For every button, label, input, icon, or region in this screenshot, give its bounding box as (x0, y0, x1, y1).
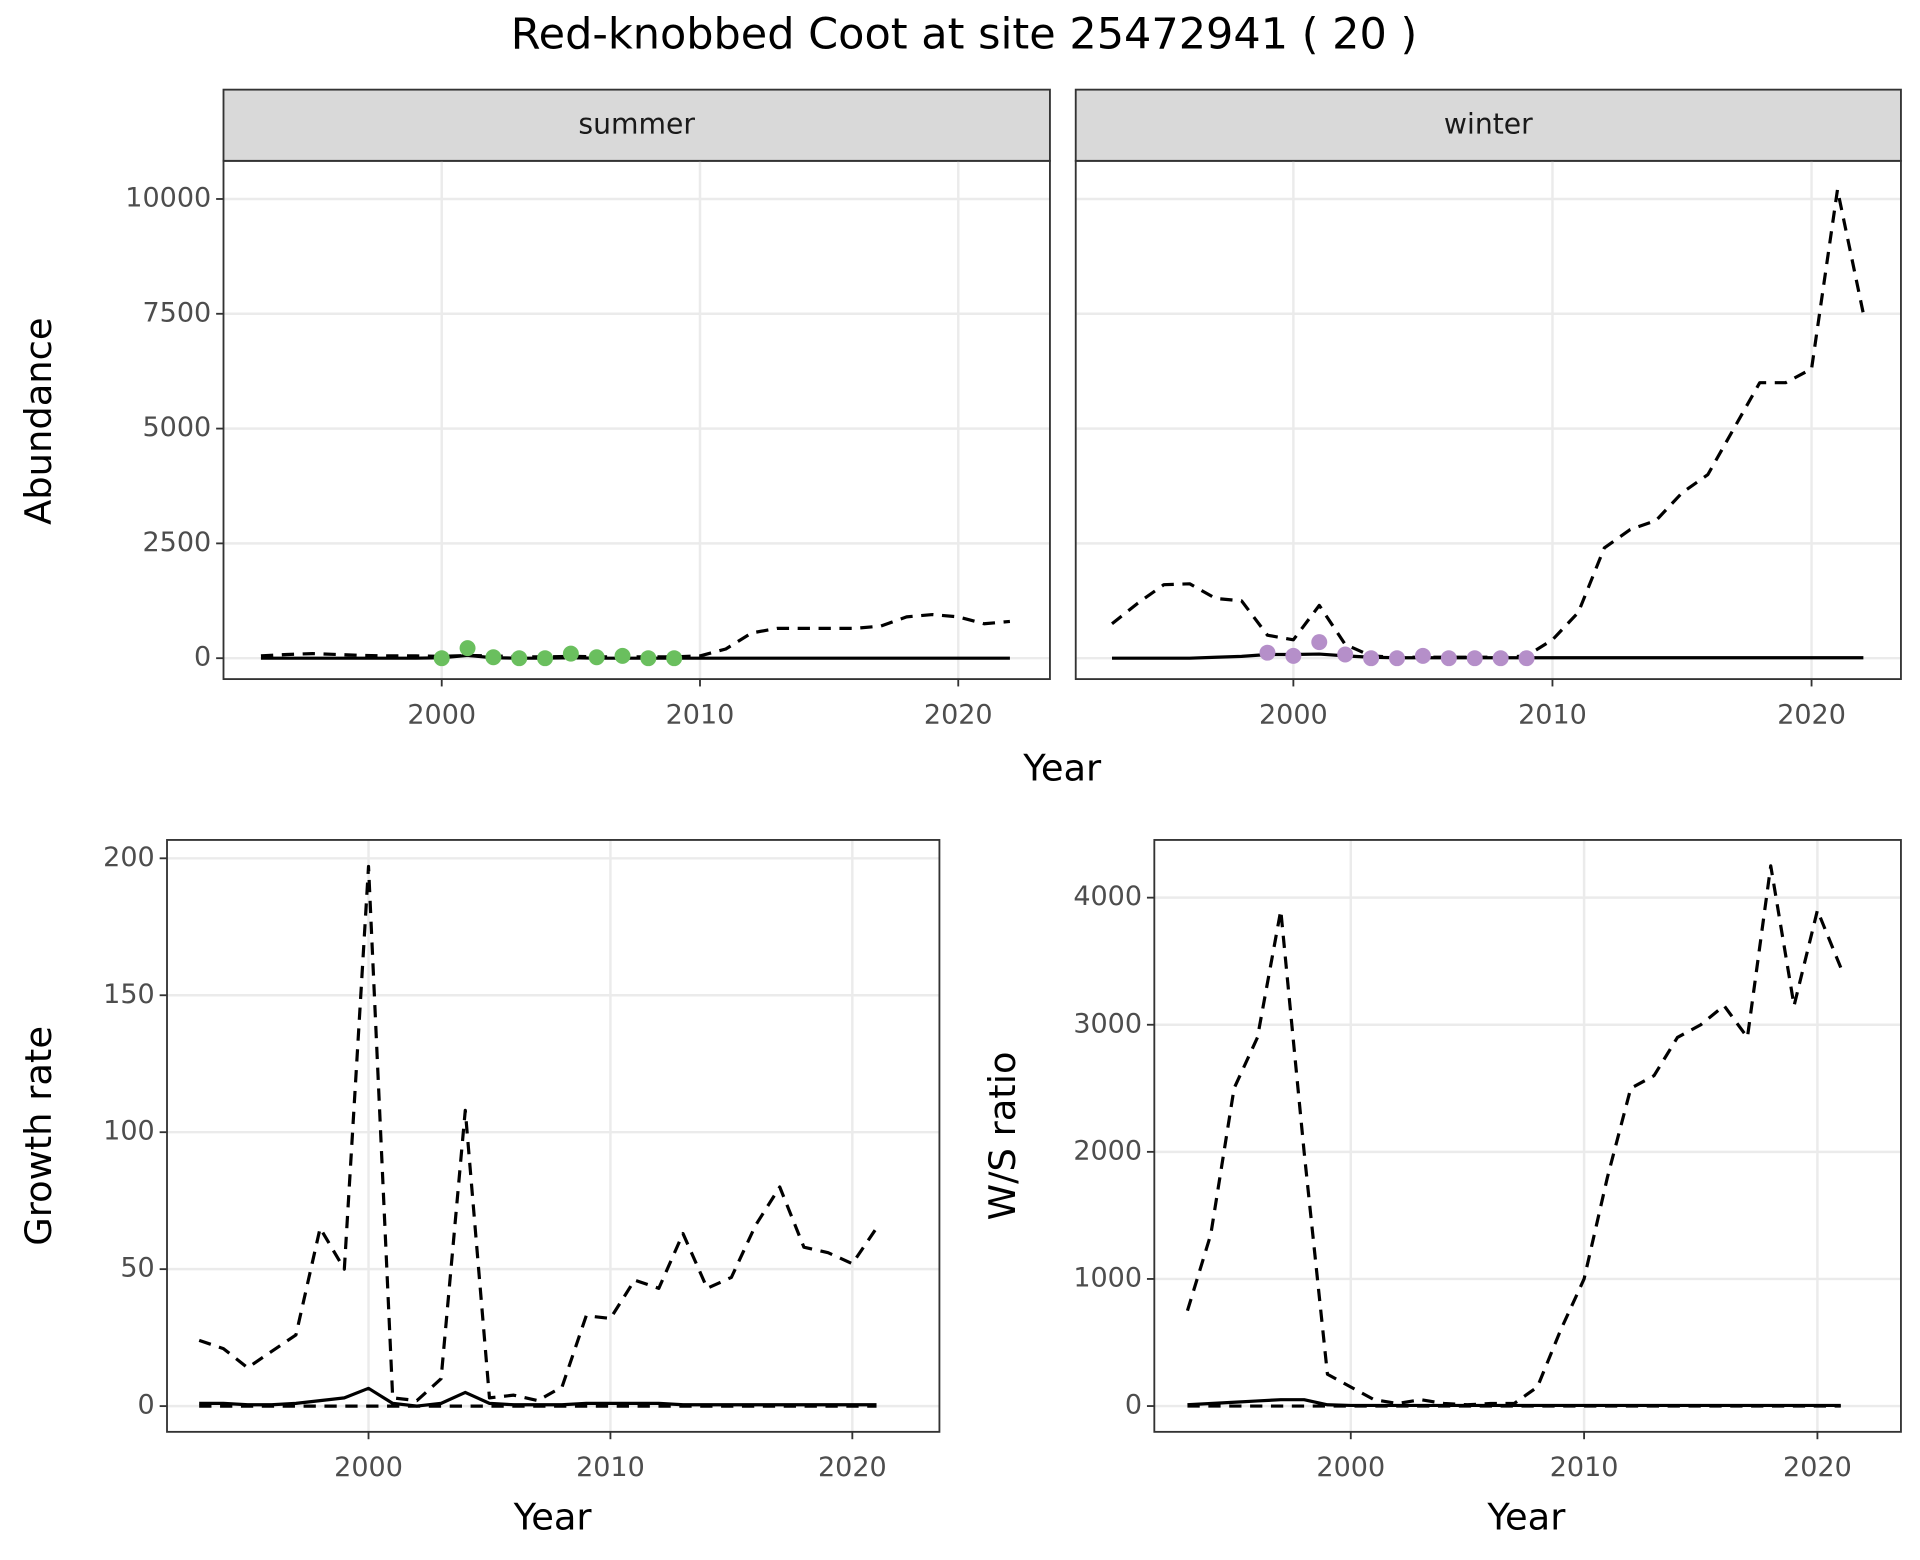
data-point (1389, 650, 1405, 667)
data-point (1311, 634, 1328, 651)
y-tick-label: 100 (103, 1116, 155, 1147)
x-axis-title: Year (1486, 1496, 1566, 1539)
data-point (459, 640, 476, 657)
data-line (198, 864, 878, 1403)
y-tick-label: 1000 (1073, 1262, 1142, 1293)
data-point (666, 650, 683, 667)
figure-title: Red-knobbed Coot at site 25472941 ( 20 ) (511, 9, 1418, 59)
data-point (511, 650, 528, 667)
x-tick-label: 2010 (576, 1452, 645, 1483)
y-axis-title: W/S ratio (981, 1051, 1024, 1220)
data-point (1285, 647, 1302, 664)
y-tick-label: 50 (120, 1253, 154, 1284)
x-axis-title: Year (1022, 746, 1102, 789)
y-tick-label: 7500 (142, 297, 211, 328)
x-tick-label: 2010 (1550, 1452, 1619, 1483)
data-line (199, 1386, 877, 1408)
data-point (1363, 650, 1380, 667)
data-line (260, 612, 1011, 659)
data-line (1185, 864, 1843, 1407)
data-point (588, 649, 605, 666)
x-tick-label: 2010 (666, 699, 735, 730)
x-tick-label: 2020 (818, 1452, 887, 1483)
data-point (1492, 650, 1509, 667)
figure-body: Red-knobbed Coot at site 25472941 ( 20 )… (17, 9, 1902, 1539)
data-line (1112, 652, 1864, 660)
plot-background (167, 839, 940, 1432)
data-point (614, 647, 631, 664)
x-tick-label: 2000 (1316, 1452, 1385, 1483)
facet-label: summer (578, 107, 695, 140)
data-line (260, 653, 1010, 660)
data-point (1518, 650, 1535, 667)
y-tick-label: 0 (194, 642, 211, 673)
data-point (1414, 647, 1431, 664)
plot-border (1153, 839, 1902, 1433)
y-tick-label: 150 (103, 979, 155, 1010)
y-tick-label: 2500 (142, 527, 211, 558)
data-point (537, 650, 554, 667)
data-point (1259, 644, 1276, 661)
data-point (433, 650, 450, 667)
y-axis-title: Growth rate (17, 1026, 60, 1246)
plot-border (222, 159, 1051, 681)
data-line (1111, 188, 1865, 659)
y-tick-label: 5000 (142, 412, 211, 443)
data-point (640, 650, 657, 667)
y-tick-label: 200 (103, 842, 155, 873)
data-point (1440, 650, 1457, 667)
y-tick-label: 0 (1125, 1390, 1142, 1421)
plot-background (1154, 839, 1901, 1432)
data-point (1337, 646, 1354, 663)
facet-strip (1074, 88, 1902, 162)
y-axis-title: Abundance (17, 317, 60, 524)
y-tick-label: 4000 (1073, 881, 1142, 912)
data-point (1466, 650, 1483, 667)
facet-strip (222, 88, 1051, 162)
x-tick-label: 2000 (407, 699, 476, 730)
plot-border (166, 839, 941, 1433)
x-tick-label: 2000 (1259, 699, 1328, 730)
plot-background (1075, 160, 1901, 680)
x-tick-label: 2020 (924, 699, 993, 730)
y-tick-label: 0 (138, 1390, 155, 1421)
data-line (1187, 1398, 1841, 1408)
plot-border (1074, 159, 1902, 681)
x-tick-label: 2000 (334, 1452, 403, 1483)
y-tick-label: 3000 (1073, 1008, 1142, 1039)
data-point (562, 645, 579, 662)
x-tick-label: 2010 (1518, 699, 1587, 730)
data-point (485, 649, 502, 666)
y-tick-label: 10000 (125, 182, 211, 213)
facet-label: winter (1444, 107, 1533, 140)
plot-background (223, 160, 1050, 680)
x-axis-title: Year (513, 1496, 593, 1539)
x-tick-label: 2020 (1783, 1452, 1852, 1483)
x-tick-label: 2020 (1777, 699, 1846, 730)
y-tick-label: 2000 (1073, 1135, 1142, 1166)
